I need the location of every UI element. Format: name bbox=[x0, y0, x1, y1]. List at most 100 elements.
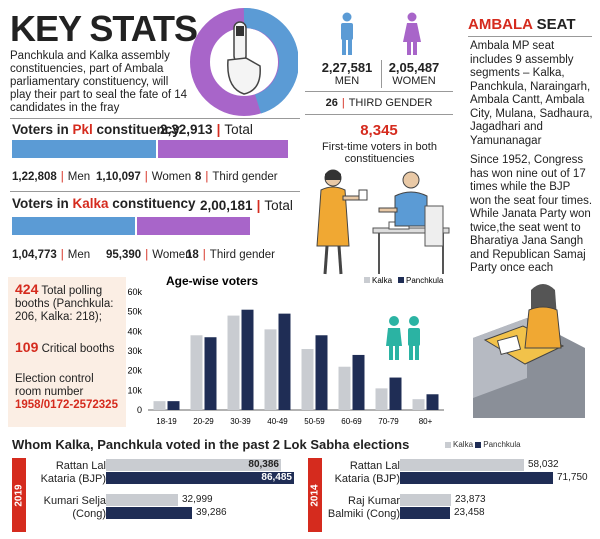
ambala-title-red: AMBALA bbox=[468, 16, 533, 33]
women-value: 2,05,487 bbox=[388, 60, 440, 75]
donut-chart bbox=[190, 8, 298, 116]
booths-control-label: Election control room number bbox=[15, 373, 94, 398]
x-tick-label: 80+ bbox=[419, 417, 433, 426]
lok-sabha-heading: Whom Kalka, Panchkula voted in the past … bbox=[12, 437, 410, 452]
pkl-men-value: 1,22,808 bbox=[12, 171, 57, 183]
bar-kalka bbox=[400, 494, 451, 506]
bar-kalka bbox=[106, 459, 281, 471]
year-tag-2019: 2019 bbox=[12, 458, 26, 532]
third-gender-value: 26 bbox=[325, 97, 338, 109]
candidate-name: Raj Kumar Balmiki (Cong) bbox=[327, 495, 400, 520]
bar-kalka-20-29 bbox=[190, 335, 203, 410]
age-chart-title: Age-wise voters bbox=[166, 274, 258, 288]
third-gender-label: THIRD GENDER bbox=[348, 97, 433, 109]
pkl-women-breakdown: 1,10,097 | Women bbox=[96, 171, 191, 183]
kalka-men-value: 1,04,773 bbox=[12, 249, 57, 261]
booths-total-label: Total polling booths (Panchkula: 206, Ka… bbox=[15, 285, 114, 323]
booths-panel bbox=[8, 277, 126, 427]
lok-sabha-legend: Kalka Panchkula bbox=[445, 440, 521, 449]
kalka-men-bar bbox=[12, 217, 135, 235]
ambala-history-text: Since 1952, Congress has won nine out of… bbox=[470, 154, 593, 274]
y-tick-label: 0 bbox=[137, 405, 142, 415]
separator: | bbox=[60, 171, 64, 183]
candidate-name: Kumari Selja (Cong) bbox=[43, 495, 106, 520]
age-chart: Age-wise voters Kalka Panchkula 0 10k 20k 30k 4… bbox=[127, 274, 444, 426]
bar-kalka-30-39 bbox=[227, 315, 240, 410]
bar-kalka-40-49 bbox=[264, 329, 277, 410]
y-tick-label: 40k bbox=[127, 326, 142, 336]
bar-value-label: 58,032 bbox=[528, 459, 559, 470]
pkl-total-label: Total bbox=[224, 122, 253, 137]
bar-value-label: 23,458 bbox=[454, 507, 485, 518]
kalka-women-value: 95,390 bbox=[106, 249, 142, 261]
pkl-men-bar bbox=[12, 140, 156, 158]
pkl-total: 2,32,913 | Total bbox=[160, 122, 253, 137]
voter-registration-illustration bbox=[316, 169, 450, 275]
bar-value-label: 71,750 bbox=[557, 472, 588, 483]
voting-finger-icon bbox=[227, 21, 261, 95]
page-title: KEY STATS bbox=[10, 8, 198, 49]
kalka-heading-post: constituency bbox=[108, 196, 196, 211]
y-tick-label: 20k bbox=[127, 366, 142, 376]
divider bbox=[305, 91, 453, 92]
bar-kalka bbox=[106, 494, 178, 506]
bar-panchkula bbox=[400, 472, 553, 484]
divider bbox=[305, 114, 453, 115]
bar-panchkula-60-69 bbox=[352, 354, 365, 410]
y-tick-label: 30k bbox=[127, 346, 142, 356]
divider bbox=[468, 36, 592, 37]
ambala-segments-text: Ambala MP seat includes 9 assembly segme… bbox=[470, 40, 593, 147]
separator: | bbox=[256, 198, 261, 213]
booths-critical-value: 109 bbox=[15, 339, 39, 355]
bar-panchkula bbox=[106, 507, 192, 519]
pkl-heading-pre: Voters in bbox=[12, 122, 73, 137]
pkl-third-breakdown: 8 | Third gender bbox=[195, 171, 278, 183]
kalka-total-label: Total bbox=[264, 198, 293, 213]
bar-kalka-80+ bbox=[412, 399, 425, 410]
first-time-label: First-time voters in both constituencies bbox=[322, 141, 437, 165]
divider bbox=[10, 191, 300, 192]
x-tick-label: 20-29 bbox=[193, 417, 214, 426]
booths-control: Election control room number 1958/0172-25… bbox=[15, 373, 123, 412]
y-tick-label: 60k bbox=[127, 287, 142, 297]
third-gender-line: 26 | THIRD GENDER bbox=[305, 97, 453, 109]
woman-icon bbox=[403, 12, 421, 55]
kalka-third-label: Third gender bbox=[209, 249, 276, 261]
bar-value-label: 80,386 bbox=[248, 459, 279, 470]
separator: | bbox=[205, 171, 209, 183]
pkl-men-label: Men bbox=[67, 171, 91, 183]
pkl-heading-name: Pkl bbox=[72, 122, 93, 137]
x-tick-label: 70-79 bbox=[378, 417, 399, 426]
divider bbox=[10, 118, 300, 119]
legend-kalka-swatch bbox=[445, 441, 451, 448]
bar-panchkula-20-29 bbox=[204, 337, 217, 410]
separator: | bbox=[216, 122, 221, 137]
year-tag-2014: 2014 bbox=[308, 458, 322, 532]
first-time-value: 8,345 bbox=[360, 122, 398, 139]
legend-panchkula-label: Panchkula bbox=[406, 276, 444, 285]
booths-total: 424 Total polling booths (Panchkula: 206… bbox=[15, 282, 123, 324]
kalka-total: 2,00,181 | Total bbox=[200, 198, 293, 213]
booths-critical-label: Critical booths bbox=[41, 343, 115, 355]
kalka-total-value: 2,00,181 bbox=[200, 198, 253, 213]
pkl-women-label: Women bbox=[151, 171, 192, 183]
legend-kalka-swatch bbox=[364, 277, 370, 283]
separator: | bbox=[144, 171, 148, 183]
kalka-men-label: Men bbox=[67, 249, 91, 261]
separator: | bbox=[60, 249, 64, 261]
pkl-heading-post: constituency bbox=[92, 122, 180, 137]
kalka-women-label: Women bbox=[152, 249, 192, 261]
x-tick-label: 18-19 bbox=[156, 417, 177, 426]
ambala-title-black: SEAT bbox=[532, 16, 576, 33]
pkl-heading: Voters in Pkl constituency bbox=[12, 122, 180, 137]
man-icon bbox=[341, 12, 353, 55]
kalka-heading-name: Kalka bbox=[72, 196, 109, 211]
bar-panchkula-70-79 bbox=[389, 377, 402, 410]
y-tick-label: 50k bbox=[127, 307, 142, 317]
intro-text: Panchkula and Kalka assembly constituenc… bbox=[10, 50, 188, 114]
separator: | bbox=[145, 249, 149, 261]
booths-critical: 109 Critical booths bbox=[15, 339, 123, 356]
bar-panchkula bbox=[400, 507, 450, 519]
legend-panchkula-swatch bbox=[475, 441, 482, 448]
kalka-women-breakdown: 95,390 | Women bbox=[106, 249, 192, 261]
